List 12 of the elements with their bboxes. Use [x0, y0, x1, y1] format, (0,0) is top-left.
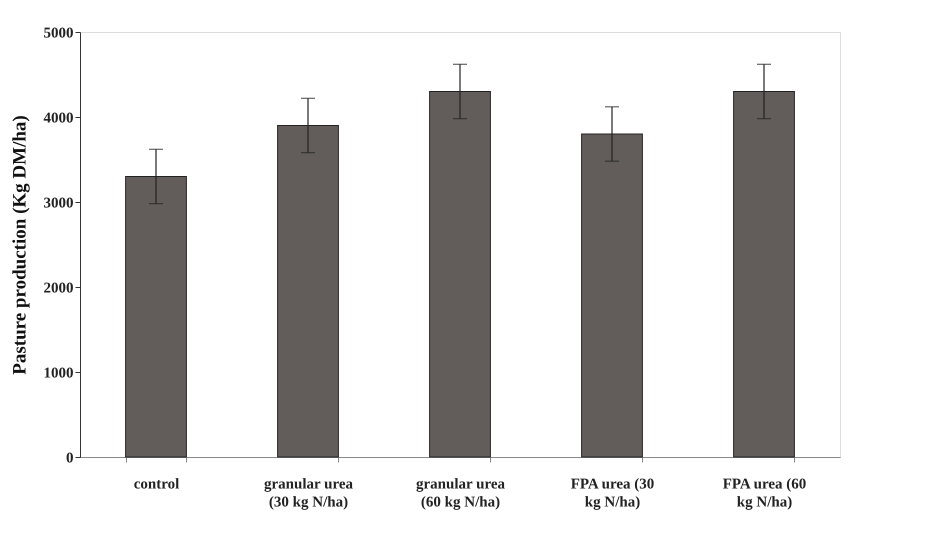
y-tick-label: 3000: [44, 196, 74, 212]
y-tick-label: 4000: [44, 110, 74, 126]
y-tick-label: 5000: [44, 26, 74, 42]
y-tick-label: 0: [66, 450, 74, 466]
x-tick-label: FPA urea (60 kg N/ha): [722, 476, 806, 510]
y-axis-title: Pasture production (Kg DM/ha): [10, 115, 30, 375]
x-tick-label: control: [134, 476, 180, 492]
x-tick-label: granular urea (60 kg N/ha): [416, 476, 506, 510]
y-tick-label: 2000: [44, 280, 74, 296]
x-tick-label: FPA urea (30 kg N/ha): [570, 476, 654, 510]
y-tick-label: 1000: [44, 366, 74, 382]
x-tick-label: granular urea (30 kg N/ha): [264, 476, 354, 510]
